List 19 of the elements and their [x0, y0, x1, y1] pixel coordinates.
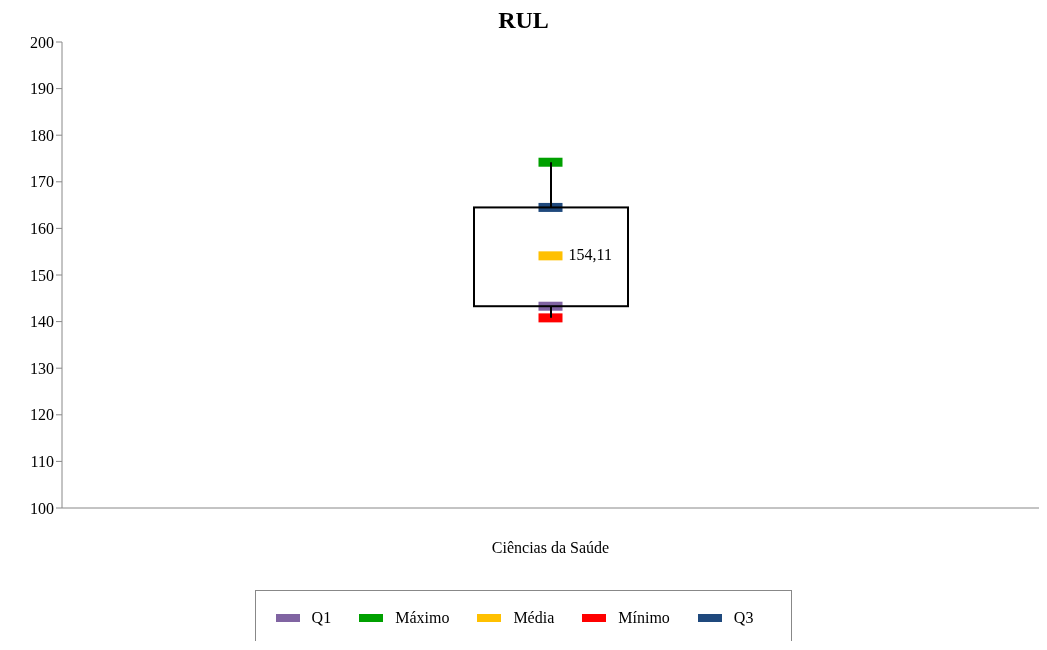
y-tick-label: 180 — [30, 126, 54, 144]
y-tick-label: 200 — [30, 33, 54, 51]
y-tick-label: 160 — [30, 220, 54, 238]
y-tick-label: 150 — [30, 266, 54, 284]
legend-label: Q3 — [733, 609, 754, 627]
y-tick-label: 190 — [30, 80, 54, 98]
x-tick-label: Ciências da Saúde — [491, 539, 610, 557]
legend-label: Mínimo — [618, 609, 670, 627]
legend-label: Q1 — [311, 609, 332, 627]
y-tick-label: 170 — [30, 173, 54, 191]
legend-label: Máximo — [395, 609, 450, 627]
y-tick-label: 140 — [30, 313, 54, 331]
y-tick-label: 100 — [30, 499, 54, 517]
y-tick-label: 110 — [30, 453, 54, 471]
data-label: 154,11 — [568, 245, 612, 263]
y-tick-label: 120 — [30, 406, 54, 424]
chart-title: RUL — [497, 7, 550, 33]
legend-label: Média — [513, 609, 555, 627]
y-tick-label: 130 — [30, 359, 54, 377]
